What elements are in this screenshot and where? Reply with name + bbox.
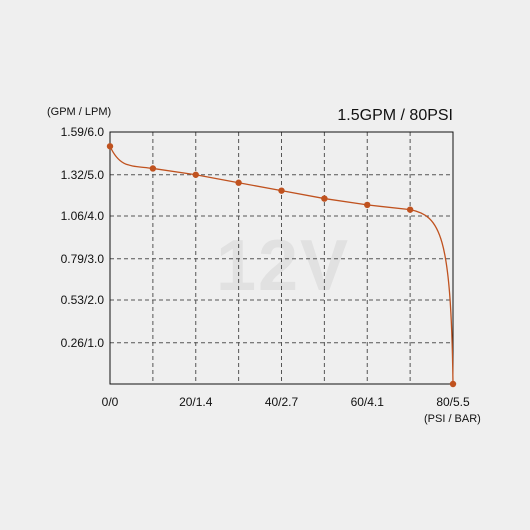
data-point [321,195,327,201]
y-tick-label: 1.06/4.0 [61,209,105,223]
x-axis-label: (PSI / BAR) [424,413,481,425]
watermark-12v: 12V [216,226,350,306]
data-point [450,381,456,387]
data-point [235,180,241,186]
data-point [364,202,370,208]
y-tick-label: 1.32/5.0 [61,168,105,182]
x-tick-label: 80/5.5 [436,395,470,409]
data-point [278,187,284,193]
data-point [193,172,199,178]
x-tick-label: 40/2.7 [265,395,299,409]
data-point [107,143,113,149]
data-point [407,206,413,212]
x-tick-label: 20/1.4 [179,395,213,409]
y-tick-label: 1.59/6.0 [61,125,105,139]
y-axis-label: (GPM / LPM) [47,106,111,118]
x-tick-label: 60/4.1 [351,395,385,409]
y-tick-label: 0.79/3.0 [61,252,105,266]
x-tick-label: 0/0 [102,395,119,409]
y-tick-label: 0.26/1.0 [61,336,105,350]
chart-title: 1.5GPM / 80PSI [337,107,453,124]
y-tick-label: 0.53/2.0 [61,293,105,307]
data-point [150,165,156,171]
